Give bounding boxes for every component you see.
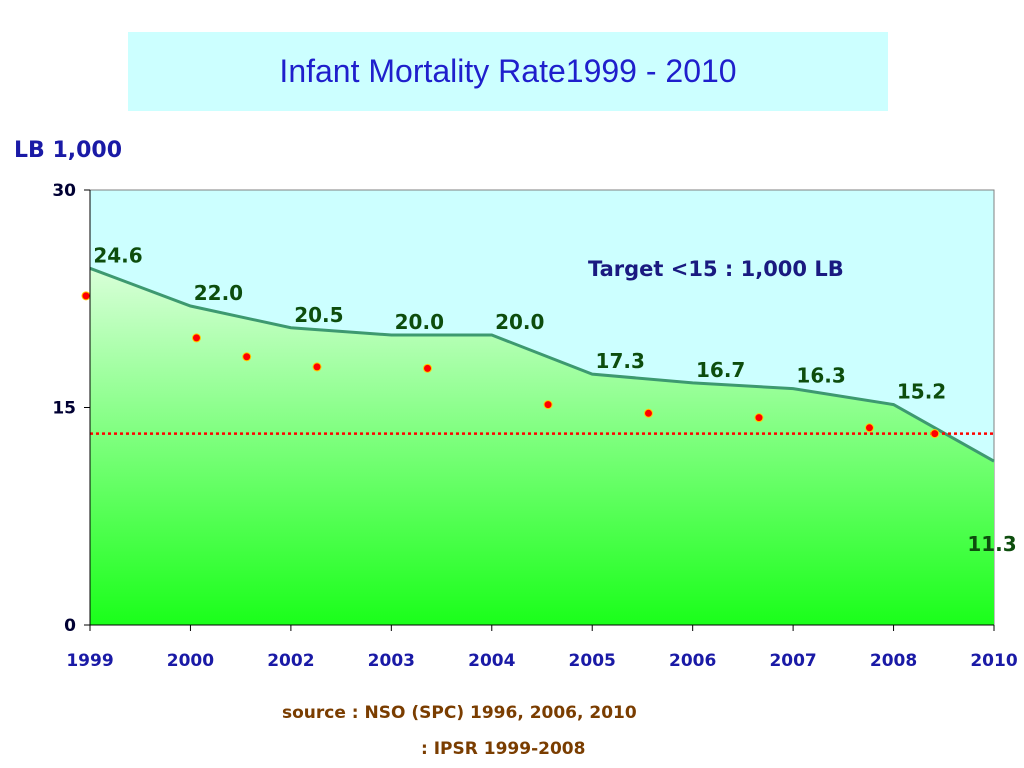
target-dot (423, 363, 433, 373)
target-annotation: Target <15 : 1,000 LB (588, 257, 844, 281)
data-label: 22.0 (194, 281, 243, 305)
x-tick-label: 1999 (66, 651, 113, 671)
target-dot (312, 362, 322, 372)
x-tick-label: 2004 (468, 651, 515, 671)
data-point (189, 305, 191, 307)
data-point (591, 373, 593, 375)
data-point (792, 388, 794, 390)
x-tick-label: 2010 (970, 651, 1017, 671)
y-tick-label: 0 (64, 616, 76, 636)
x-tick-label: 2007 (769, 651, 816, 671)
data-point (491, 334, 493, 336)
data-label: 20.0 (395, 310, 444, 334)
data-label: 20.5 (294, 303, 343, 327)
chart-title: Infant Mortality Rate1999 - 2010 (279, 53, 737, 89)
series-line (89, 266, 995, 463)
x-tick-label: 2005 (569, 651, 616, 671)
mortality-chart: 0 15 30 1999 2000 2002 2003 2004 2005 2006 2007 200… (52, 181, 1017, 671)
area-fill (90, 268, 994, 625)
data-point (390, 334, 392, 336)
target-dot (242, 352, 252, 362)
data-point (290, 327, 292, 329)
data-point (993, 460, 995, 462)
source-line-2: : IPSR 1999-2008 (421, 739, 586, 759)
target-dot (81, 291, 91, 301)
data-label: 20.0 (495, 310, 544, 334)
target-dot (930, 429, 940, 439)
data-point (893, 404, 895, 406)
x-tick-label: 2006 (669, 651, 716, 671)
target-dot (643, 408, 653, 418)
data-label: 24.6 (93, 243, 142, 267)
data-label: 11.3 (967, 532, 1016, 556)
target-dot (754, 413, 764, 423)
y-tick-label: 30 (52, 181, 76, 201)
x-tick-label: 2002 (267, 651, 314, 671)
target-dot (543, 400, 553, 410)
data-label: 16.7 (696, 358, 745, 382)
x-tick-label: 2000 (167, 651, 214, 671)
source-line-1: source : NSO (SPC) 1996, 2006, 2010 (282, 703, 637, 723)
title-box: Infant Mortality Rate1999 - 2010 (128, 32, 888, 111)
target-dot (864, 423, 874, 433)
y-axis-unit-label: LB 1,000 (14, 138, 123, 163)
y-tick-label: 15 (52, 399, 76, 419)
data-label: 16.3 (796, 364, 845, 388)
data-label: 17.3 (596, 349, 645, 373)
x-tick-label: 2003 (368, 651, 415, 671)
data-point (692, 382, 694, 384)
target-dot (191, 333, 201, 343)
data-label: 15.2 (897, 380, 946, 404)
x-tick-label: 2008 (870, 651, 917, 671)
